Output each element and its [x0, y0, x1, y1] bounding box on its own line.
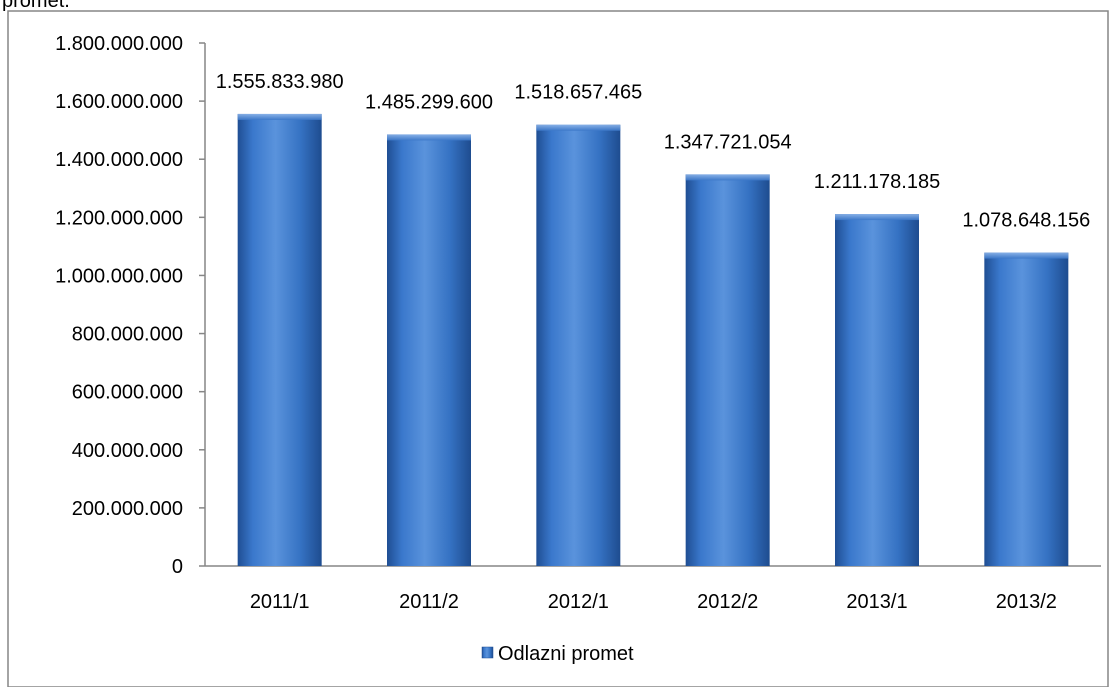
bar [237, 113, 322, 567]
y-tick-label: 1.600.000.000 [55, 91, 183, 113]
y-tick-label: 0 [172, 556, 183, 578]
y-axis-ticks [199, 42, 205, 567]
bar [984, 252, 1069, 567]
bar-top-highlight [536, 124, 621, 131]
y-tick-label: 1.400.000.000 [55, 149, 183, 171]
x-axis-tick-labels: 2011/1 2011/2 2012/1 2012/2 2013/1 2013/2 [250, 591, 1057, 613]
bar [536, 124, 621, 566]
x-tick-label: 2011/2 [399, 591, 459, 613]
x-tick-label: 2013/2 [996, 591, 1057, 613]
legend-label: Odlazni promet [498, 643, 634, 665]
y-tick-label: 600.000.000 [72, 382, 183, 404]
data-label: 1.211.178.185 [814, 171, 940, 193]
legend-swatch [481, 646, 494, 659]
data-labels-group: 1.555.833.980 1.485.299.600 1.518.657.465 1… [216, 71, 1091, 232]
bar-top-highlight [835, 214, 919, 221]
x-tick-label: 2012/1 [548, 591, 609, 613]
bar-top-highlight [984, 252, 1069, 259]
data-label: 1.078.648.156 [962, 210, 1090, 232]
bar [387, 134, 471, 567]
top-text-fragment: promet. [2, 0, 70, 12]
bar-top-highlight [237, 113, 322, 120]
y-tick-label: 1.200.000.000 [55, 207, 183, 229]
y-tick-label: 1.000.000.000 [55, 265, 183, 287]
bar [685, 174, 770, 566]
x-tick-label: 2011/1 [250, 591, 310, 613]
y-tick-label: 400.000.000 [72, 440, 183, 462]
y-tick-label: 200.000.000 [72, 498, 183, 520]
data-label: 1.347.721.054 [664, 131, 792, 153]
bars-group [237, 113, 1069, 567]
bar-top-highlight [685, 174, 770, 181]
y-axis-tick-labels: 0 200.000.000 400.000.000 600.000.000 800.00… [55, 33, 183, 578]
y-tick-label: 1.800.000.000 [55, 33, 183, 55]
bar [835, 214, 919, 566]
x-tick-label: 2013/1 [846, 591, 907, 613]
legend: Odlazni promet [481, 643, 634, 665]
data-label: 1.555.833.980 [216, 71, 344, 93]
bar-top-highlight [387, 134, 471, 141]
x-tick-label: 2012/2 [697, 591, 758, 613]
data-label: 1.518.657.465 [514, 82, 642, 104]
y-tick-label: 800.000.000 [72, 324, 183, 346]
data-label: 1.485.299.600 [365, 91, 493, 113]
